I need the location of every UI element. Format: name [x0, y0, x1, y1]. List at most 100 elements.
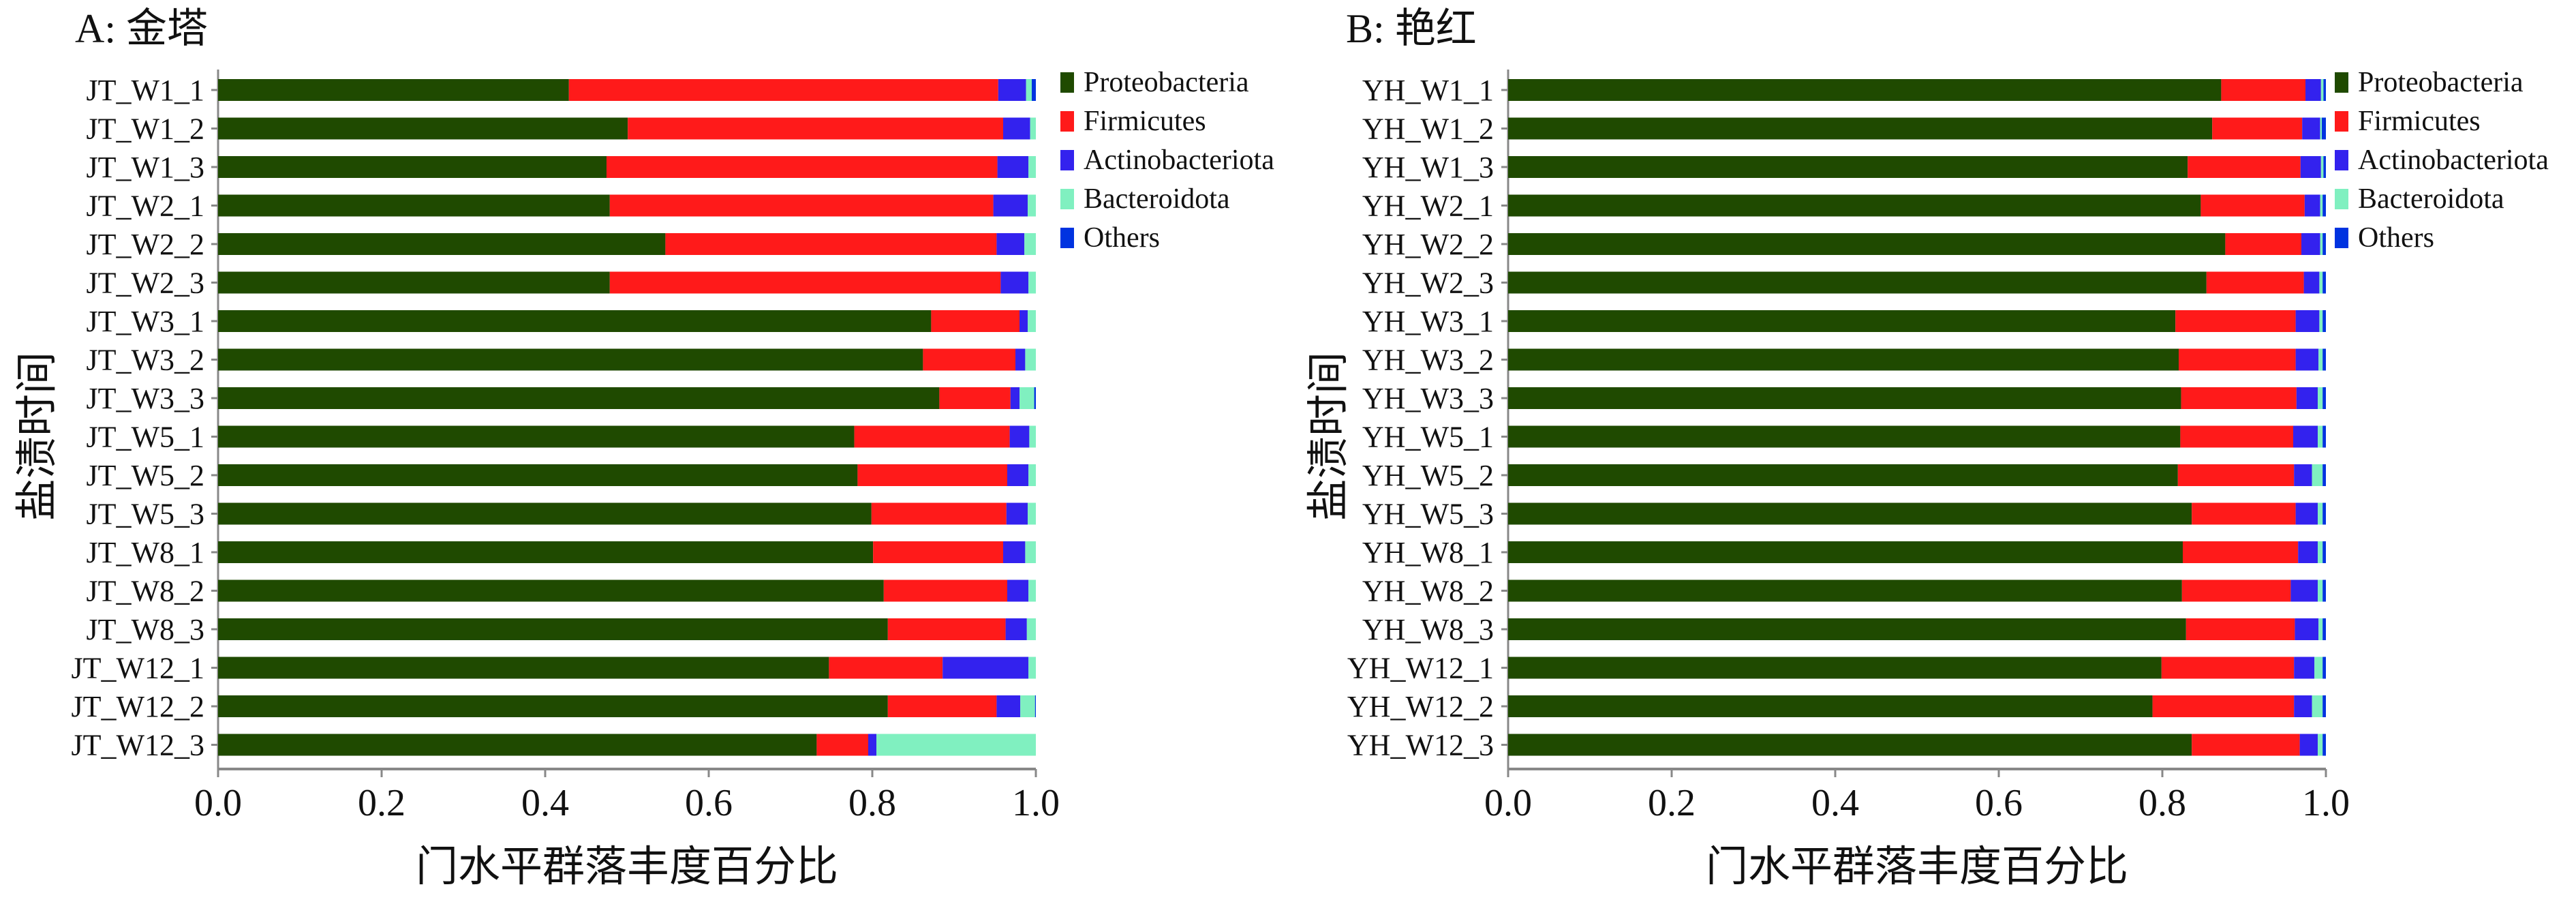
legend-swatch-proteobacteria [2335, 72, 2348, 93]
bar-segment-firmicutes [931, 310, 1019, 332]
bar-segment-proteobacteria [1508, 464, 2178, 486]
category-label: JT_W5_3 [86, 498, 204, 531]
bar-segment-proteobacteria [1508, 117, 2213, 140]
bar-segment-actinobacteriota [2290, 579, 2318, 602]
chart-title: A: 金塔 [75, 6, 208, 51]
bar-segment-actinobacteriota [1019, 310, 1028, 332]
category-label: YH_W1_2 [1362, 112, 1494, 146]
legend-swatch-others [1060, 228, 1074, 248]
bar-segment-proteobacteria [218, 156, 607, 178]
x-tick-label: 0.8 [848, 782, 896, 824]
bar-segment-bacteroidota [1030, 117, 1036, 140]
legend-swatch-firmicutes [1060, 111, 1074, 132]
bar-segment-others [2323, 156, 2326, 178]
bar-segment-firmicutes [871, 502, 1007, 525]
bar-segment-actinobacteriota [998, 79, 1026, 101]
bar-segment-others [2322, 117, 2326, 140]
category-label: YH_W5_2 [1362, 459, 1494, 492]
bar-segment-actinobacteriota [996, 695, 1021, 717]
bar-segment-bacteroidota [2318, 502, 2323, 525]
bar-segment-actinobacteriota [2305, 79, 2321, 101]
bar-segment-others [2322, 579, 2326, 602]
bar-segment-bacteroidota [1028, 156, 1036, 178]
category-label: YH_W2_1 [1362, 190, 1494, 223]
bar-segment-proteobacteria [1508, 579, 2182, 602]
bar-segment-firmicutes [2221, 79, 2305, 101]
bar-segment-bacteroidota [2318, 425, 2323, 448]
legend-label: Proteobacteria [1084, 67, 1249, 98]
legend-label: Firmicutes [1084, 106, 1206, 137]
category-label: JT_W8_1 [86, 536, 204, 569]
legend-swatch-bacteroidota [1060, 189, 1074, 209]
bar-segment-firmicutes [2152, 695, 2295, 717]
category-label: JT_W1_1 [86, 74, 204, 107]
legend-label: Actinobacteriota [2358, 145, 2549, 176]
bar-segment-proteobacteria [1508, 695, 2153, 717]
bar-segment-actinobacteriota [2300, 156, 2321, 178]
legend-swatch-others [2335, 228, 2348, 248]
category-label: JT_W1_3 [86, 151, 204, 184]
bar-segment-bacteroidota [1025, 541, 1036, 563]
x-tick-label: 0.6 [1975, 782, 2023, 824]
y-axis-label: 盐渍时间 [1306, 352, 1352, 521]
bar-segment-others [2322, 464, 2326, 486]
bar-segment-proteobacteria [1508, 156, 2188, 178]
bar-segment-bacteroidota [1024, 233, 1036, 255]
bar-segment-bacteroidota [1020, 695, 1035, 717]
category-label: YH_W12_2 [1347, 690, 1494, 723]
category-label: JT_W3_3 [86, 382, 204, 415]
bar-segment-actinobacteriota [2295, 618, 2319, 640]
category-label: JT_W12_1 [71, 652, 204, 685]
legend-label: Bacteroidota [2358, 183, 2504, 215]
bar-segment-actinobacteriota [942, 657, 1029, 679]
legend-swatch-actinobacteriota [1060, 150, 1074, 170]
bar-segment-actinobacteriota [2294, 657, 2315, 679]
bar-segment-others [1032, 79, 1036, 101]
category-label: JT_W5_1 [86, 421, 204, 454]
bar-segment-firmicutes [887, 695, 997, 717]
bar-segment-proteobacteria [218, 117, 628, 140]
bar-segment-proteobacteria [1508, 79, 2222, 101]
legend-swatch-firmicutes [2335, 111, 2348, 132]
bar-segment-firmicutes [2179, 348, 2296, 371]
category-label: JT_W12_3 [71, 729, 204, 762]
bar-segment-actinobacteriota [868, 734, 876, 756]
bar-segment-bacteroidota [2320, 117, 2322, 140]
bar-segment-others [2322, 657, 2326, 679]
y-axis-label: 盐渍时间 [14, 352, 61, 521]
bar-segment-others [2322, 541, 2326, 563]
x-tick-label: 0.2 [1648, 782, 1696, 824]
category-label: YH_W3_3 [1362, 382, 1494, 415]
bar-segment-bacteroidota [1028, 194, 1036, 217]
category-label: YH_W5_3 [1362, 498, 1494, 531]
bar-segment-bacteroidota [2320, 194, 2323, 217]
category-label: JT_W2_2 [86, 228, 204, 261]
legend-swatch-proteobacteria [1060, 72, 1074, 93]
bar-segment-proteobacteria [218, 271, 610, 294]
bar-segment-proteobacteria [1508, 194, 2201, 217]
bar-segment-bacteroidota [1028, 310, 1036, 332]
bar-segment-proteobacteria [218, 194, 610, 217]
bar-segment-proteobacteria [1508, 233, 2226, 255]
bar-segment-bacteroidota [1026, 79, 1032, 101]
bar-segment-firmicutes [2186, 618, 2295, 640]
bar-segment-actinobacteriota [1015, 348, 1026, 371]
bar-segment-firmicutes [609, 194, 994, 217]
bar-segment-actinobacteriota [1009, 425, 1030, 448]
category-label: YH_W3_1 [1362, 305, 1494, 338]
bar-segment-firmicutes [2192, 502, 2296, 525]
bar-segment-bacteroidota [1028, 502, 1036, 525]
x-tick-label: 1.0 [1012, 782, 1060, 824]
category-label: JT_W5_2 [86, 459, 204, 492]
category-label: YH_W8_2 [1362, 575, 1494, 608]
bar-segment-proteobacteria [218, 657, 829, 679]
bar-segment-firmicutes [628, 117, 1003, 140]
bar-segment-firmicutes [665, 233, 997, 255]
x-tick-label: 0.0 [1484, 782, 1532, 824]
bar-segment-proteobacteria [1508, 425, 2181, 448]
bar-segment-actinobacteriota [2295, 348, 2319, 371]
x-tick-label: 0.8 [2138, 782, 2186, 824]
x-axis-label: 门水平群落丰度百分比 [416, 844, 838, 890]
bar-segment-bacteroidota [1028, 579, 1036, 602]
chart-a: A: 金塔 0.0 0.2 0.4 0.6 0.8 1.0 门水平群落丰度百分比 盐渍时间 JT_… [14, 6, 1274, 890]
